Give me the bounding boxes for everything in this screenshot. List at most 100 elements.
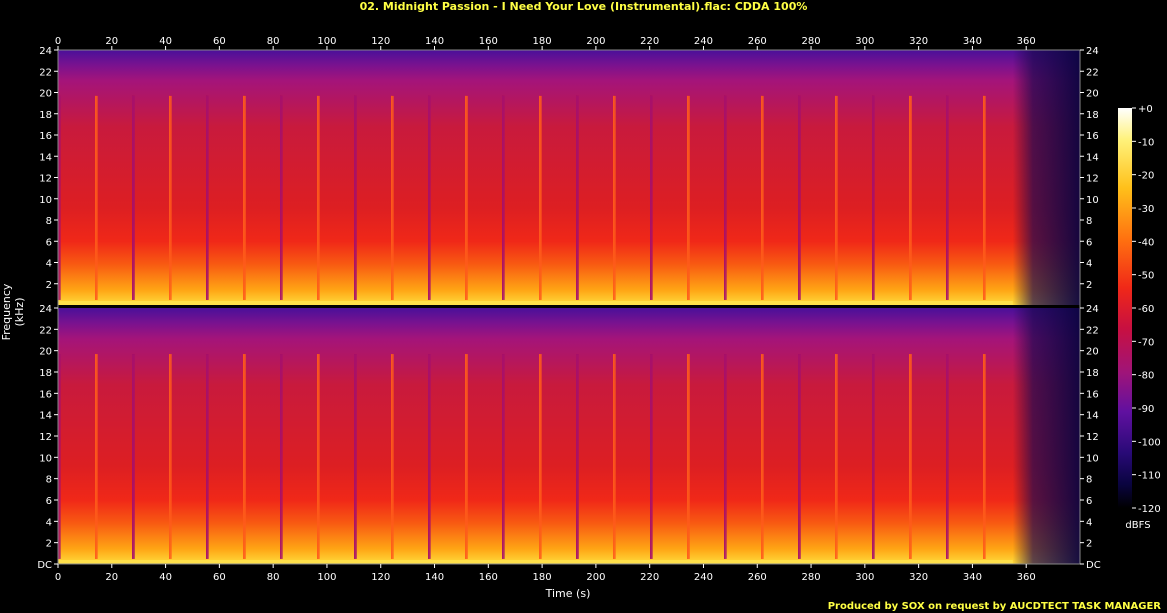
texture-stripe — [539, 95, 541, 300]
texture-stripe — [502, 354, 505, 559]
texture-stripe — [502, 95, 505, 300]
texture-stripe — [835, 95, 838, 300]
texture-stripe — [761, 354, 763, 559]
x-tick-label: 360 — [1017, 36, 1036, 47]
texture-stripe — [946, 354, 949, 559]
texture-stripe — [428, 95, 430, 300]
texture-stripe — [502, 95, 503, 300]
texture-stripe — [909, 354, 910, 559]
texture-stripe — [243, 95, 244, 300]
texture-stripe — [58, 95, 60, 300]
texture-stripe — [95, 354, 96, 559]
texture-stripe — [761, 354, 762, 559]
texture-stripe — [724, 354, 725, 559]
texture-stripe — [132, 354, 135, 559]
texture-stripe — [946, 95, 947, 300]
texture-stripe — [428, 354, 431, 559]
texture-stripe — [317, 95, 319, 300]
texture-stripe — [983, 354, 986, 559]
spectrogram-channel-1 — [58, 50, 1080, 305]
texture-stripe — [132, 95, 135, 300]
colorbar-tick-label: -60 — [1138, 304, 1154, 315]
texture-stripe — [724, 95, 725, 300]
y-tick-label: 20 — [39, 347, 52, 358]
texture-stripe — [613, 354, 616, 559]
texture-stripe — [206, 354, 209, 559]
y-tick-label: 24 — [39, 304, 52, 315]
y-tick-label: 16 — [1086, 389, 1099, 400]
y-tick-label: 2 — [1086, 539, 1092, 550]
texture-stripe — [576, 354, 579, 559]
texture-stripe — [354, 95, 357, 300]
texture-stripe — [132, 354, 133, 559]
texture-stripe — [280, 354, 282, 559]
texture-stripe — [539, 95, 542, 300]
texture-stripe — [983, 354, 985, 559]
x-tick-label: 60 — [213, 572, 226, 583]
texture-stripe — [502, 354, 504, 559]
y-tick-label: 14 — [1086, 411, 1099, 422]
texture-stripe — [576, 95, 577, 300]
texture-stripe — [613, 354, 614, 559]
texture-stripe — [243, 354, 246, 559]
texture-stripe — [58, 354, 60, 559]
y-tick-label: 6 — [46, 496, 52, 507]
texture-stripe — [724, 95, 727, 300]
texture-stripe — [983, 95, 984, 300]
texture-stripe — [95, 95, 97, 300]
texture-stripe — [317, 95, 319, 300]
texture-stripe — [502, 95, 505, 300]
texture-stripe — [650, 95, 652, 300]
colorbar-tick-label: -90 — [1138, 404, 1154, 415]
x-tick-label: 300 — [855, 572, 874, 583]
y-tick-label: DC — [37, 560, 52, 571]
texture-stripe — [761, 95, 763, 300]
texture-stripe — [687, 95, 689, 300]
texture-stripe — [798, 354, 800, 559]
texture-stripe — [798, 354, 799, 559]
texture-stripe — [909, 354, 912, 559]
texture-stripe — [761, 354, 763, 559]
texture-stripe — [465, 354, 468, 559]
x-tick-label: 360 — [1017, 572, 1036, 583]
texture-stripe — [835, 95, 838, 300]
texture-stripe — [724, 95, 727, 300]
texture-stripe — [465, 95, 466, 300]
texture-stripe — [613, 354, 615, 559]
texture-stripe — [317, 354, 319, 559]
texture-stripe — [909, 354, 912, 559]
texture-stripe — [761, 354, 762, 559]
texture-stripe — [613, 95, 614, 300]
texture-stripe — [650, 95, 651, 300]
texture-stripe — [391, 354, 392, 559]
texture-stripe — [687, 354, 688, 559]
texture-stripe — [872, 354, 873, 559]
texture-stripe — [502, 95, 504, 300]
x-tick-label: 320 — [909, 572, 928, 583]
texture-stripe — [798, 95, 801, 300]
texture-stripe — [835, 354, 837, 559]
texture-stripe — [687, 95, 688, 300]
texture-stripe — [946, 95, 949, 300]
texture-stripe — [872, 95, 873, 300]
texture-stripe — [465, 354, 467, 559]
texture-stripe — [280, 95, 281, 300]
y-tick-label: 6 — [1086, 496, 1092, 507]
texture-stripe — [428, 95, 430, 300]
texture-stripe — [280, 354, 283, 559]
y-tick-label: 18 — [1086, 110, 1099, 121]
texture-stripe — [428, 354, 429, 559]
texture-stripe — [798, 95, 799, 300]
texture-stripe — [243, 95, 244, 300]
texture-stripe — [428, 354, 430, 559]
texture-stripe — [280, 95, 283, 300]
x-tick-label: 180 — [533, 572, 552, 583]
texture-stripe — [946, 95, 948, 300]
y-tick-label: 6 — [1086, 237, 1092, 248]
texture-stripe — [95, 95, 97, 300]
texture-stripe — [169, 95, 171, 300]
x-tick-label: 100 — [317, 572, 336, 583]
texture-stripe — [724, 354, 725, 559]
texture-stripe — [169, 354, 172, 559]
